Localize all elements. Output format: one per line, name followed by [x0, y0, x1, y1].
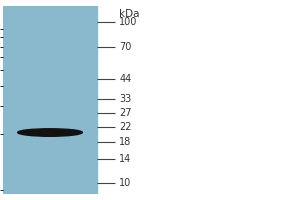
Text: 33: 33	[119, 94, 131, 104]
Text: 100: 100	[119, 17, 137, 27]
Ellipse shape	[18, 129, 83, 136]
Text: 27: 27	[119, 108, 132, 118]
Text: kDa: kDa	[119, 9, 140, 19]
Text: 44: 44	[119, 74, 131, 84]
Bar	[3, 6, 97, 194]
Text: 18: 18	[119, 137, 131, 147]
Text: 14: 14	[119, 154, 131, 164]
Text: 10: 10	[119, 178, 131, 188]
Text: 70: 70	[119, 42, 131, 52]
Text: 22: 22	[119, 122, 132, 132]
